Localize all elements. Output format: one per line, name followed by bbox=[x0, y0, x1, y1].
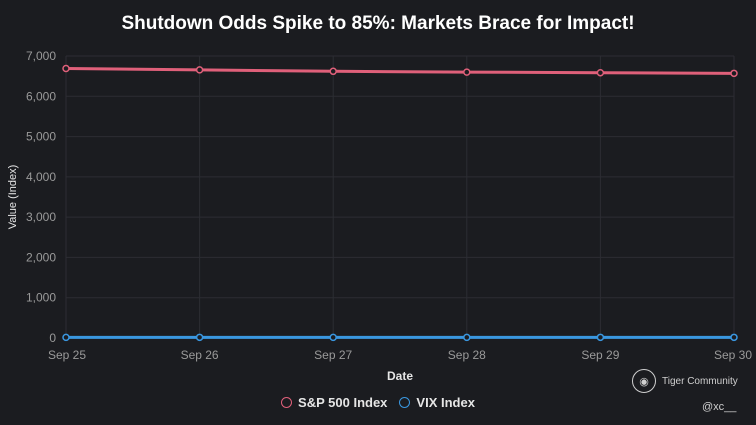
data-point bbox=[463, 333, 471, 342]
data-point bbox=[329, 67, 337, 76]
data-point bbox=[463, 68, 471, 76]
legend-marker-sp500 bbox=[281, 397, 293, 408]
legend-item-vix[interactable]: VIX Index bbox=[399, 395, 475, 410]
x-axis-title: Date bbox=[387, 369, 413, 383]
y-tick-label: 1,000 bbox=[26, 291, 56, 305]
data-point bbox=[730, 333, 738, 342]
x-tick-label: Sep 29 bbox=[581, 348, 619, 362]
series-line-0 bbox=[65, 66, 735, 75]
chart-legend: S&P 500 Index VIX Index bbox=[0, 395, 756, 410]
y-tick-label: 4,000 bbox=[26, 170, 56, 184]
y-tick-label: 6,000 bbox=[26, 89, 56, 103]
y-tick-label: 3,000 bbox=[26, 210, 56, 224]
legend-item-sp500[interactable]: S&P 500 Index bbox=[281, 395, 387, 410]
x-tick-label: Sep 30 bbox=[714, 348, 752, 362]
legend-marker-vix bbox=[399, 397, 411, 408]
data-point bbox=[329, 333, 337, 342]
data-point bbox=[596, 68, 605, 77]
tiger-logo-icon: ◉ bbox=[632, 369, 656, 393]
x-tick-label: Sep 25 bbox=[48, 348, 86, 362]
data-point bbox=[596, 333, 605, 342]
legend-label-vix: VIX Index bbox=[416, 395, 475, 410]
x-tick-label: Sep 26 bbox=[181, 348, 219, 362]
data-point bbox=[62, 333, 70, 342]
chart-title: Shutdown Odds Spike to 85%: Markets Brac… bbox=[121, 13, 635, 34]
author-handle: @xc__ bbox=[702, 401, 737, 413]
data-point bbox=[730, 69, 738, 78]
watermark: ◉ Tiger Community bbox=[632, 369, 738, 393]
watermark-text: Tiger Community bbox=[662, 375, 738, 387]
y-tick-label: 2,000 bbox=[26, 250, 56, 264]
data-point bbox=[195, 333, 204, 342]
x-tick-label: Sep 27 bbox=[314, 348, 352, 362]
legend-label-sp500: S&P 500 Index bbox=[298, 395, 388, 410]
y-tick-label: 7,000 bbox=[26, 49, 56, 63]
y-axis-title: Value (Index) bbox=[7, 165, 19, 230]
data-point bbox=[195, 66, 204, 74]
y-tick-label: 0 bbox=[49, 331, 56, 345]
y-tick-label: 5,000 bbox=[26, 130, 56, 144]
x-tick-label: Sep 28 bbox=[448, 348, 486, 362]
data-point bbox=[62, 64, 70, 73]
